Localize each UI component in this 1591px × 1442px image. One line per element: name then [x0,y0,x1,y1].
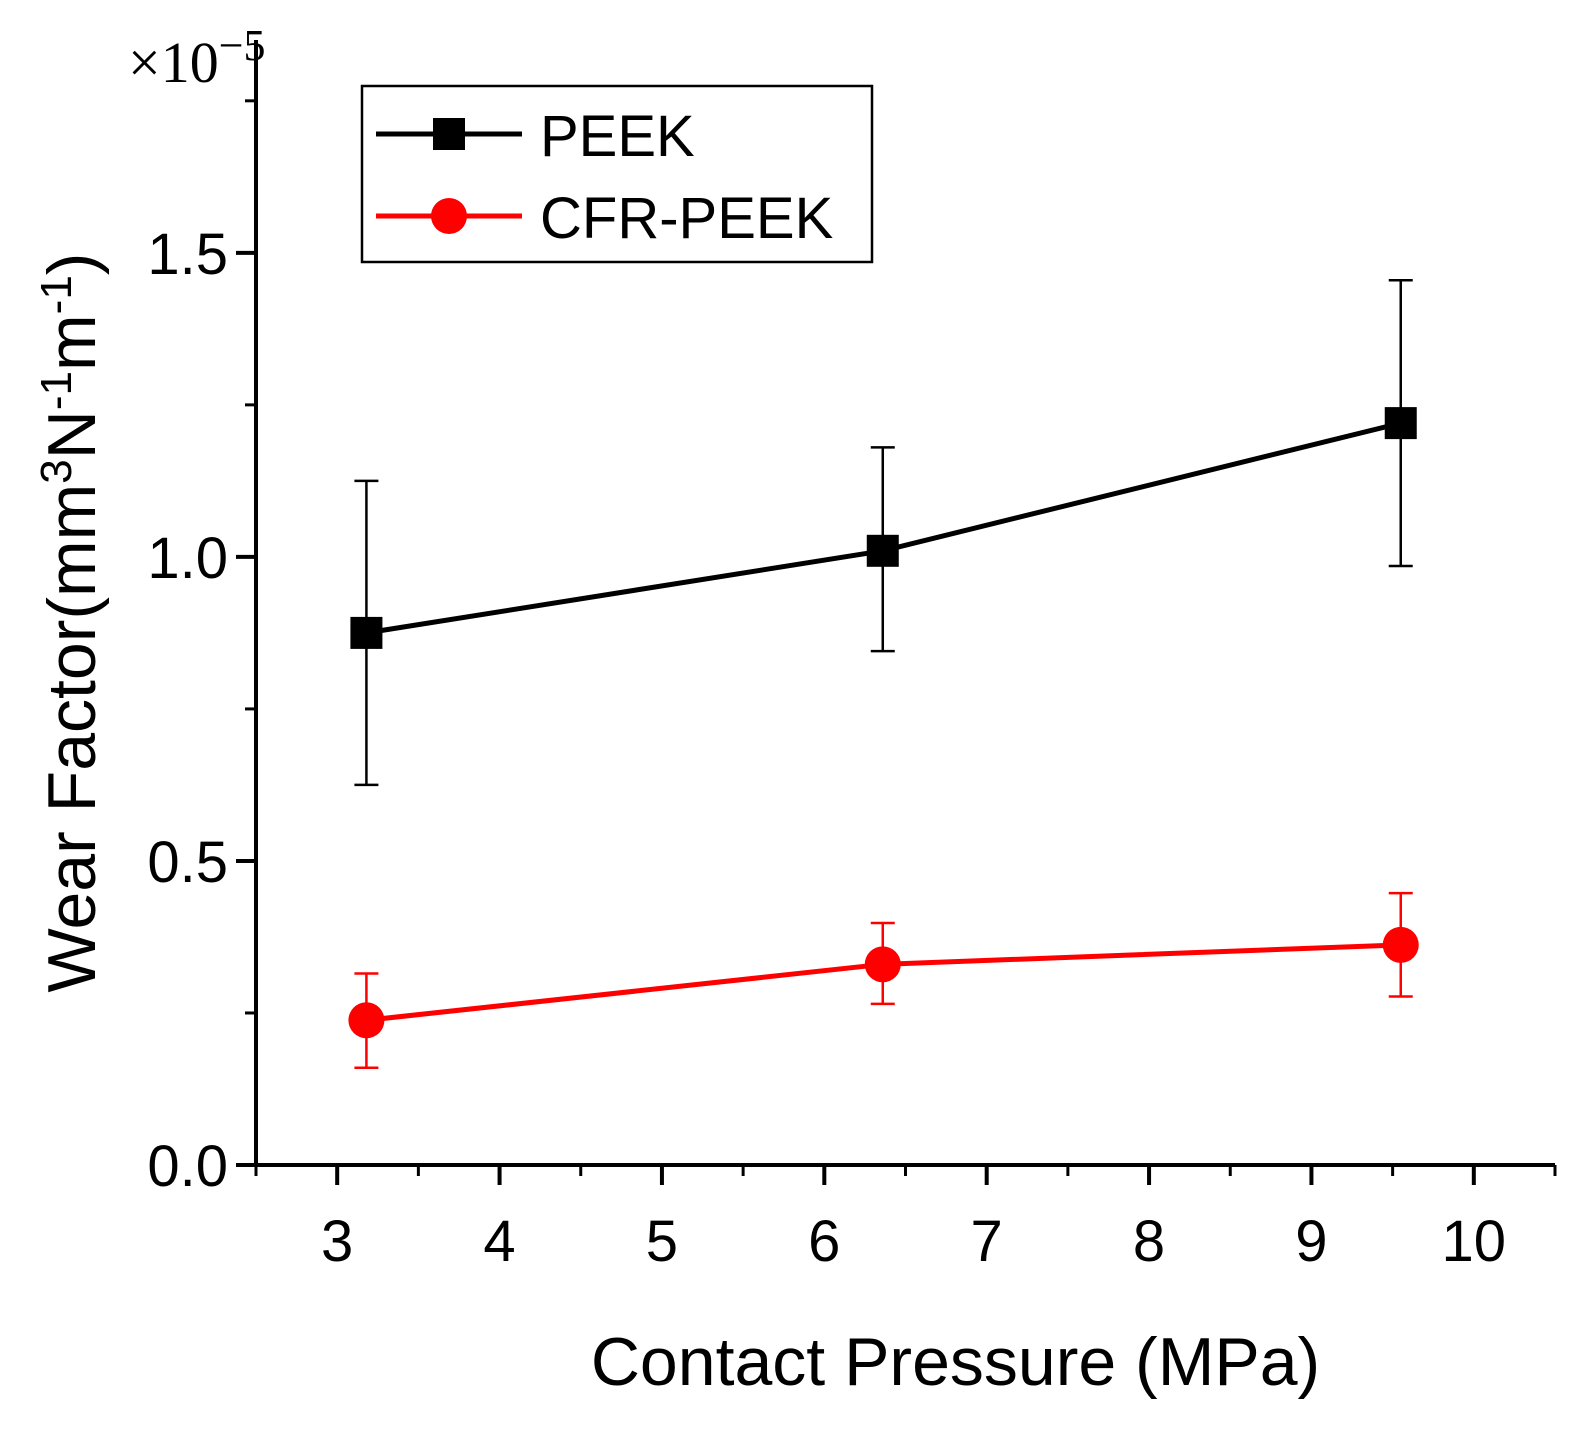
peek-point [866,534,899,567]
cfr-peek-point [1382,926,1419,963]
x-tick-label: 4 [483,1209,515,1274]
x-tick-label: 10 [1442,1209,1507,1274]
peek-point [1384,407,1417,440]
legend: PEEK CFR-PEEK [360,84,874,264]
y-tick-label: 0.5 [147,830,228,895]
y-tick-label: 1.0 [147,526,228,591]
x-tick-label: 9 [1295,1209,1327,1274]
y-tick-label: 1.5 [147,222,228,287]
x-tick-label: 6 [808,1209,840,1274]
axes [236,40,1557,1185]
x-axis-title: Contact Pressure (MPa) [591,1324,1320,1400]
x-tick-label: 5 [646,1209,678,1274]
y-axis-title: Wear Factor(mm3N-1m-1) [32,253,110,993]
series-markers [348,407,1419,1039]
legend-label-cfr-peek: CFR-PEEK [540,186,834,251]
y-tick-label: 0.0 [147,1134,228,1199]
x-tick-label: 7 [971,1209,1003,1274]
legend-marker-cfr-peek [431,198,467,234]
cfr-peek-point [348,1002,385,1039]
y-multiplier: ×10−5 [128,21,266,95]
x-tick-label: 8 [1133,1209,1165,1274]
legend-label-peek: PEEK [540,104,695,169]
legend-marker-peek [433,118,465,150]
cfr-peek-point [864,946,901,983]
x-tick-label: 3 [321,1209,353,1274]
peek-point [350,616,383,649]
axis-labels: 3 4 5 6 7 8 9 10 0.0 0.5 1.0 1.5 ×10−5 Contact Pressu… [32,21,1506,1400]
